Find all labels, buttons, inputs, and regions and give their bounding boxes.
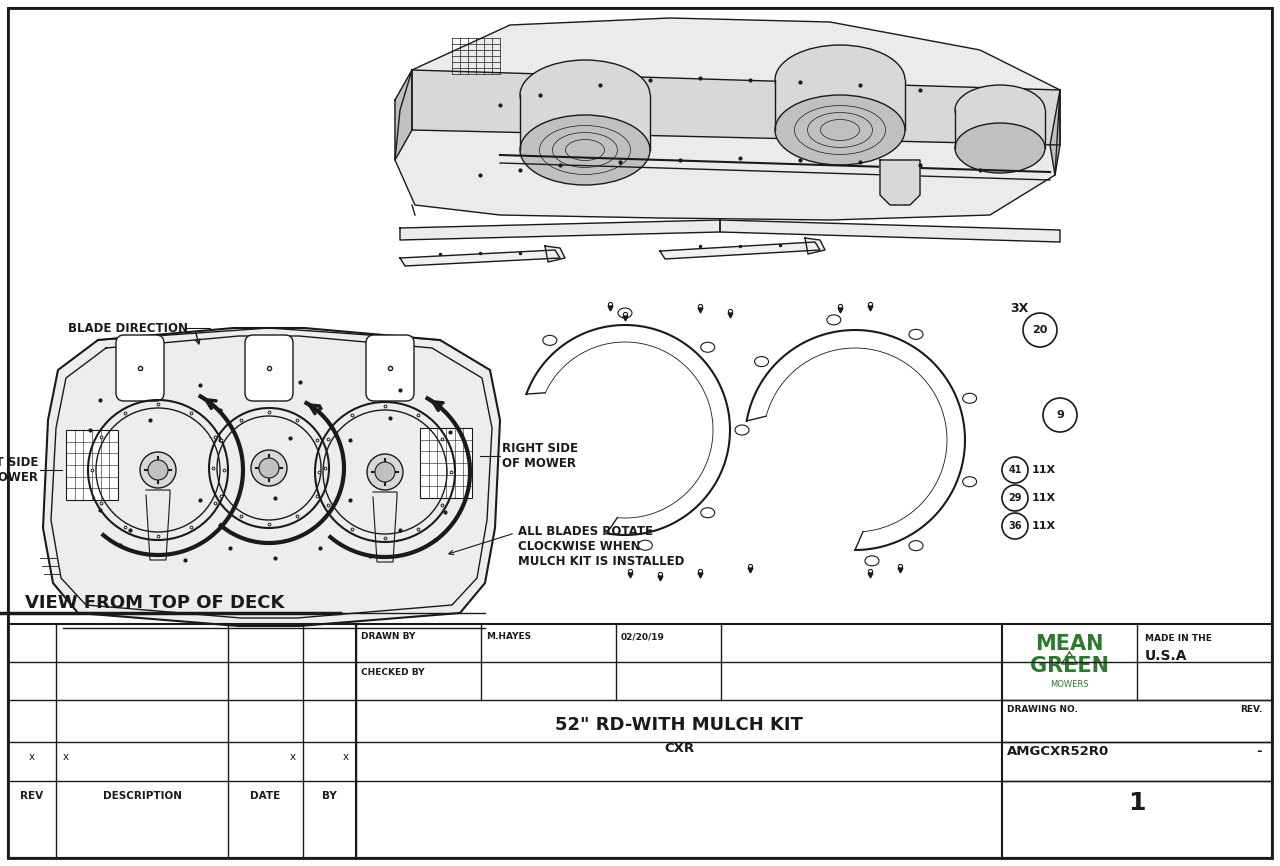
Circle shape [140,452,177,488]
Polygon shape [399,250,561,266]
Text: DATE: DATE [251,791,280,801]
Circle shape [148,460,168,480]
Text: x: x [29,752,35,762]
Text: 41: 41 [1009,465,1021,475]
Text: MOWERS: MOWERS [1051,680,1089,689]
Ellipse shape [827,315,841,325]
Circle shape [367,454,403,490]
Ellipse shape [865,556,879,565]
Text: DRAWING NO.: DRAWING NO. [1007,705,1078,714]
Text: x: x [291,752,296,762]
Polygon shape [44,328,500,626]
Text: CHECKED BY: CHECKED BY [361,668,425,677]
Text: 52" RD-WITH MULCH KIT: 52" RD-WITH MULCH KIT [556,716,803,734]
Circle shape [375,462,396,482]
Text: 3X: 3X [1010,301,1028,314]
Text: 11X: 11X [1032,521,1056,531]
Polygon shape [1050,90,1060,175]
Text: 02/20/19: 02/20/19 [621,632,664,641]
Ellipse shape [520,60,650,130]
Text: MEAN: MEAN [1036,634,1103,654]
Text: BLADE DIRECTION: BLADE DIRECTION [68,321,188,334]
Text: -: - [1257,745,1262,758]
Text: DESCRIPTION: DESCRIPTION [102,791,182,801]
Polygon shape [396,70,412,160]
Text: CXR: CXR [664,742,694,755]
Polygon shape [881,160,920,205]
Polygon shape [955,110,1044,148]
Text: DRAWN BY: DRAWN BY [361,632,416,641]
Text: AMGCXR52R0: AMGCXR52R0 [1007,745,1110,758]
Polygon shape [719,220,1060,242]
Ellipse shape [700,342,714,352]
Ellipse shape [774,95,905,165]
Text: U.S.A: U.S.A [1146,649,1188,663]
Polygon shape [399,220,719,240]
Text: 29: 29 [1009,493,1021,503]
Text: BY: BY [323,791,337,801]
Ellipse shape [909,540,923,551]
Polygon shape [67,430,118,500]
Text: 9: 9 [1056,410,1064,420]
Circle shape [251,450,287,486]
Ellipse shape [520,115,650,185]
Polygon shape [520,95,650,150]
Ellipse shape [700,507,714,518]
Text: x: x [343,752,349,762]
Ellipse shape [543,335,557,346]
Text: 11X: 11X [1032,465,1056,475]
Text: REV.: REV. [1240,705,1262,714]
Text: MADE IN THE: MADE IN THE [1146,634,1212,643]
Polygon shape [660,242,820,259]
Ellipse shape [955,123,1044,173]
Polygon shape [146,490,170,560]
Polygon shape [805,238,826,254]
Text: x: x [63,752,69,762]
Polygon shape [372,492,397,562]
Text: LEFT SIDE
OF MOWER: LEFT SIDE OF MOWER [0,456,38,484]
Ellipse shape [754,357,768,366]
Polygon shape [396,18,1060,220]
Polygon shape [420,428,472,498]
FancyBboxPatch shape [366,335,413,401]
Ellipse shape [955,85,1044,135]
Ellipse shape [963,476,977,487]
Ellipse shape [909,329,923,339]
Polygon shape [412,70,1060,145]
FancyBboxPatch shape [116,335,164,401]
Text: ALL BLADES ROTATE
CLOCKWISE WHEN
MULCH KIT IS INSTALLED: ALL BLADES ROTATE CLOCKWISE WHEN MULCH K… [518,525,685,568]
Text: VIEW FROM TOP OF DECK: VIEW FROM TOP OF DECK [26,594,284,612]
Ellipse shape [639,540,653,550]
Polygon shape [774,80,905,130]
Ellipse shape [963,393,977,404]
Text: 1: 1 [1128,791,1146,815]
Polygon shape [545,246,564,262]
FancyBboxPatch shape [244,335,293,401]
Ellipse shape [618,308,632,318]
Text: REV: REV [20,791,44,801]
Text: 11X: 11X [1032,493,1056,503]
Text: RIGHT SIDE
OF MOWER: RIGHT SIDE OF MOWER [502,442,579,470]
Ellipse shape [774,45,905,115]
Text: 20: 20 [1032,325,1048,335]
Ellipse shape [735,425,749,435]
Text: M.HAYES: M.HAYES [486,632,531,641]
Text: GREEN: GREEN [1030,656,1108,676]
Text: 36: 36 [1009,521,1021,531]
Circle shape [259,458,279,478]
Polygon shape [8,8,1272,858]
